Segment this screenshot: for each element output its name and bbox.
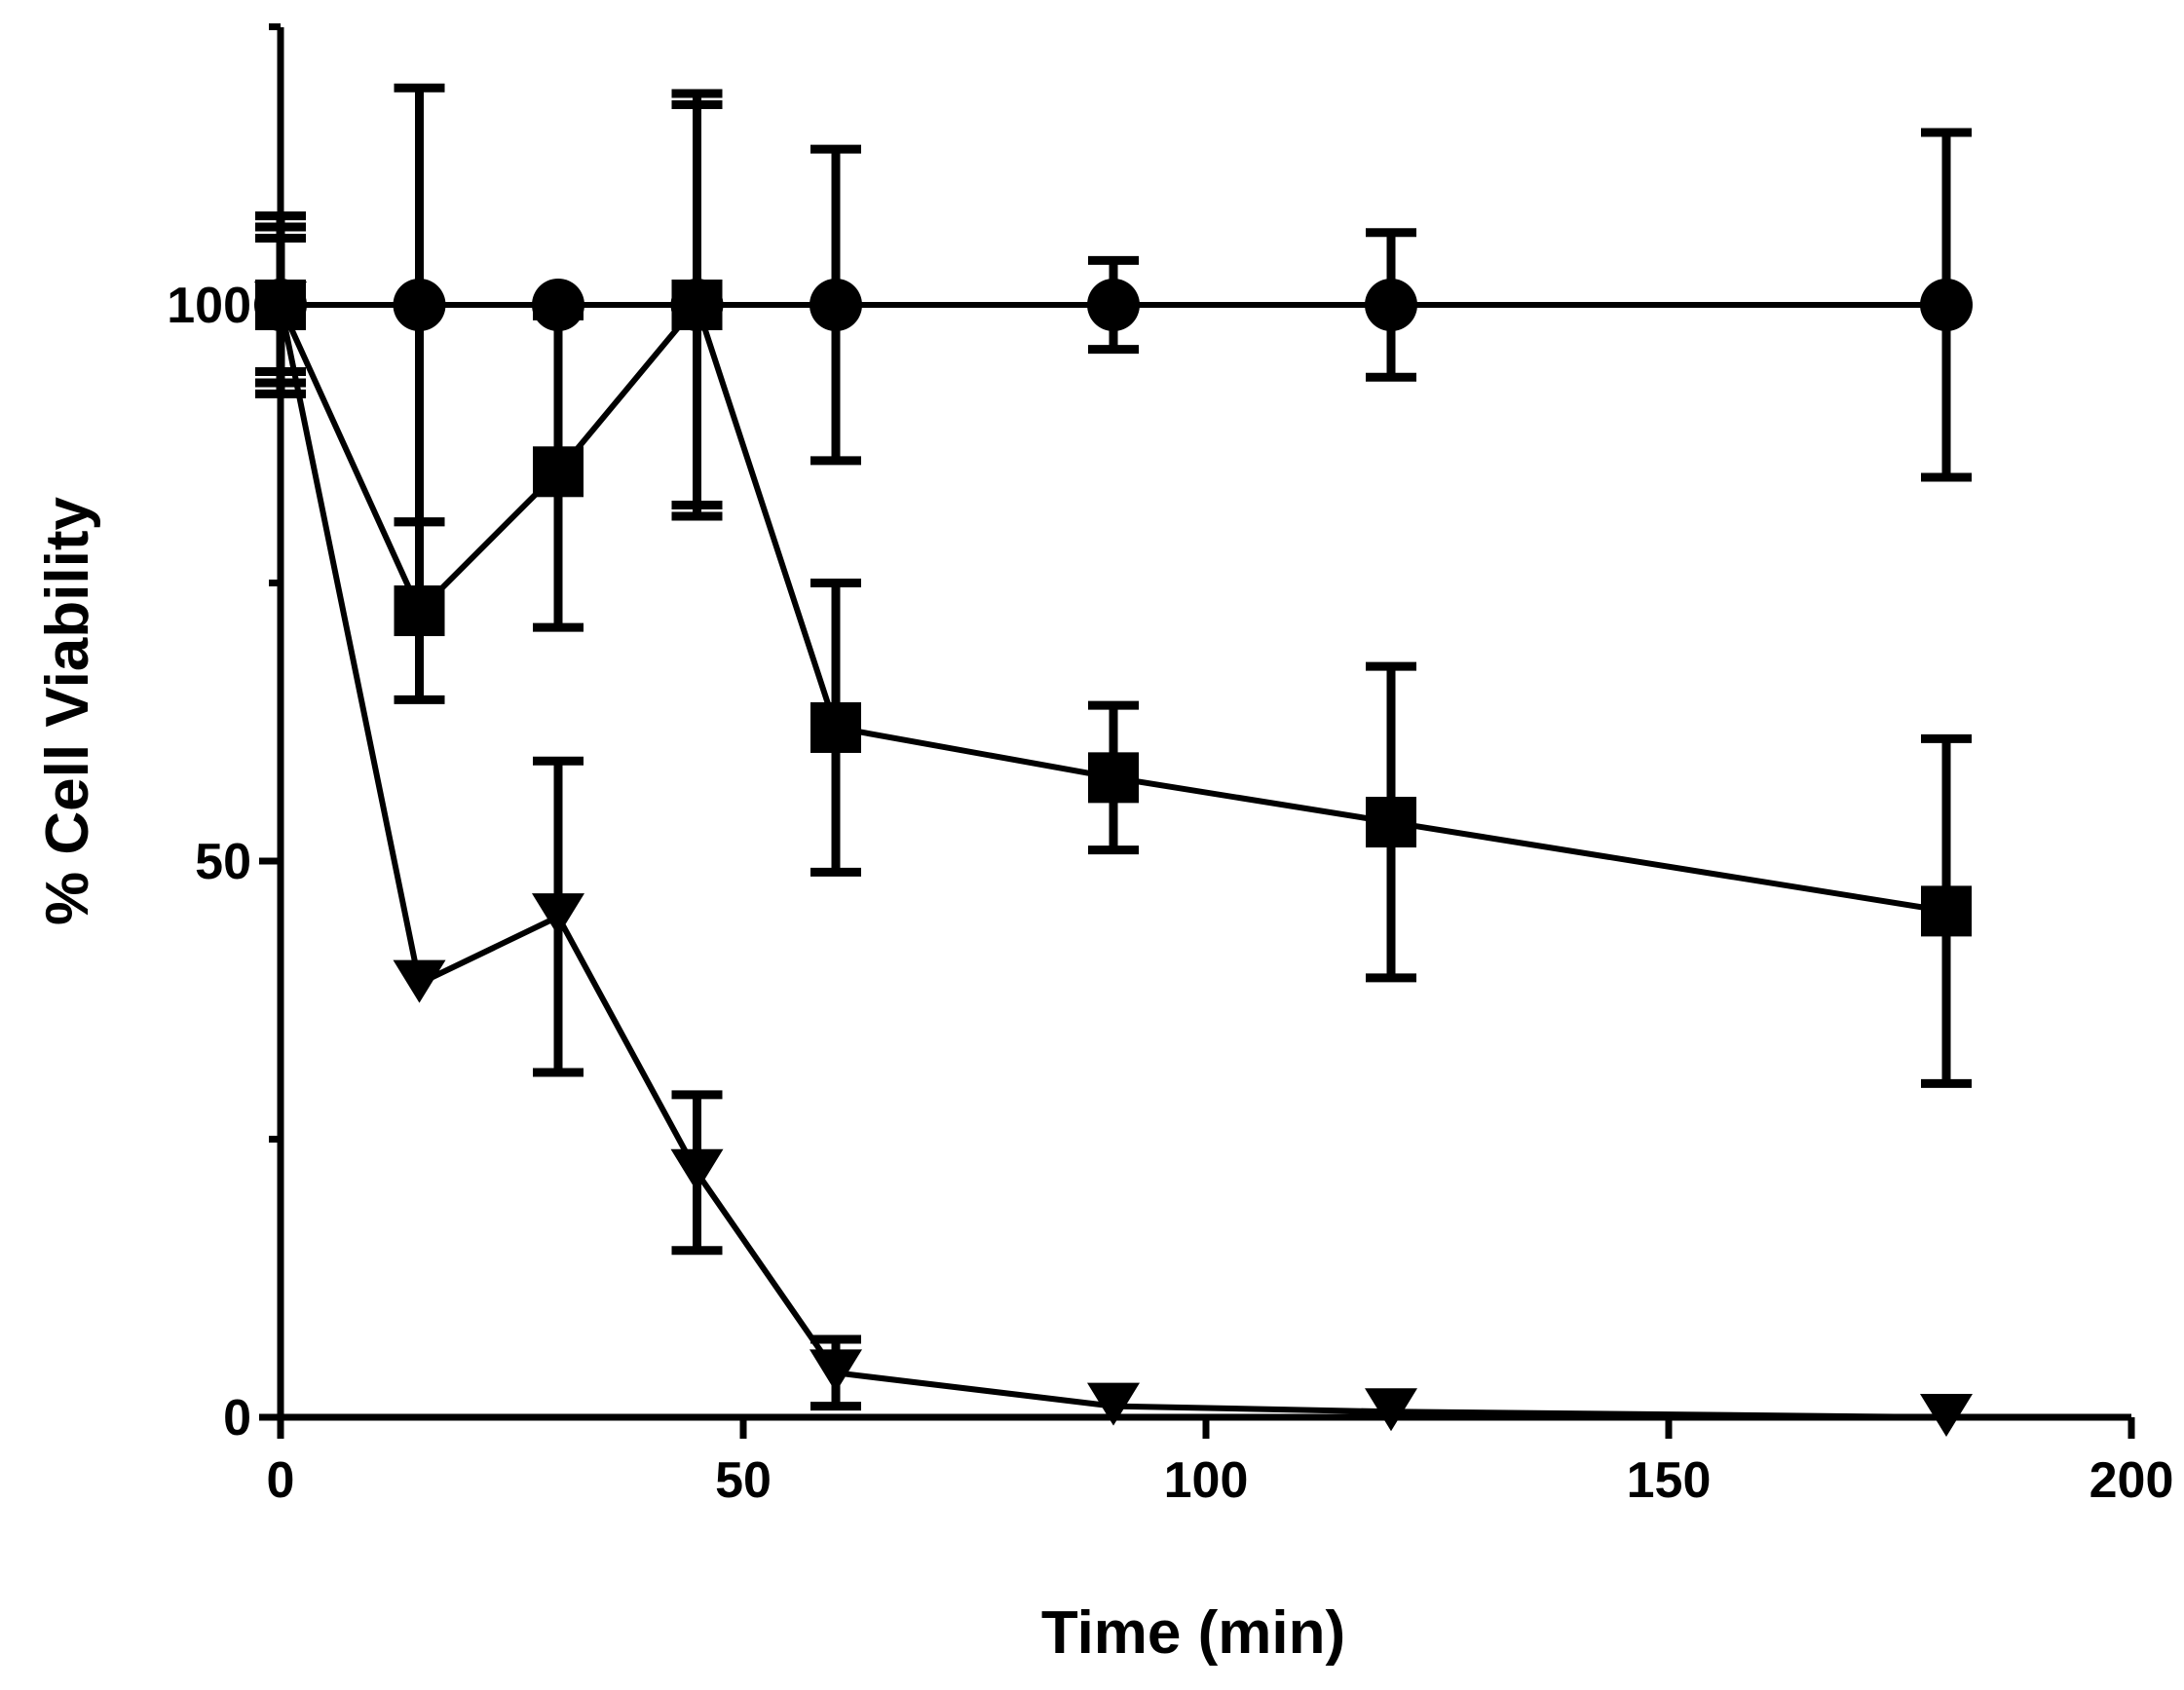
series-lines-layer	[278, 298, 1947, 1420]
triangle-down-marker	[1365, 1388, 1417, 1432]
y-axis-title: % Cell Viability	[34, 497, 101, 925]
x-axis-title: Time (min)	[1041, 1599, 1345, 1667]
x-tick-label: 100	[1164, 1452, 1249, 1509]
circle-marker	[1920, 279, 1973, 331]
circle-marker	[532, 279, 584, 331]
triangle-down-marker	[810, 1349, 862, 1393]
circle-marker	[1087, 279, 1140, 331]
triangle-down-series-line	[278, 304, 1947, 1420]
square-marker	[1366, 797, 1416, 848]
square-marker	[810, 701, 861, 753]
circle-marker	[393, 279, 446, 331]
x-tick-label: 50	[715, 1452, 772, 1509]
triangle-down-marker	[532, 893, 584, 937]
square-marker	[533, 446, 584, 498]
x-tick-label: 0	[267, 1452, 295, 1509]
y-tick-label: 50	[195, 834, 251, 890]
axes-layer: 0 50 100 150 200 0 50 100	[167, 23, 2174, 1509]
circle-marker	[810, 279, 862, 331]
x-tick-label: 200	[2090, 1452, 2174, 1509]
square-marker	[394, 585, 445, 637]
square-marker	[1088, 752, 1139, 804]
triangle-down-marker	[1087, 1382, 1140, 1426]
circle-marker	[1365, 279, 1417, 331]
square-marker	[671, 280, 723, 330]
triangle-down-marker	[670, 1148, 724, 1192]
x-tick-label: 150	[1627, 1452, 1712, 1509]
triangle-down-marker	[393, 959, 446, 1003]
square-marker	[1921, 885, 1972, 937]
y-tick-label: 0	[223, 1390, 251, 1446]
y-tick-label: 100	[167, 278, 251, 334]
markers-layer	[254, 279, 1973, 1437]
